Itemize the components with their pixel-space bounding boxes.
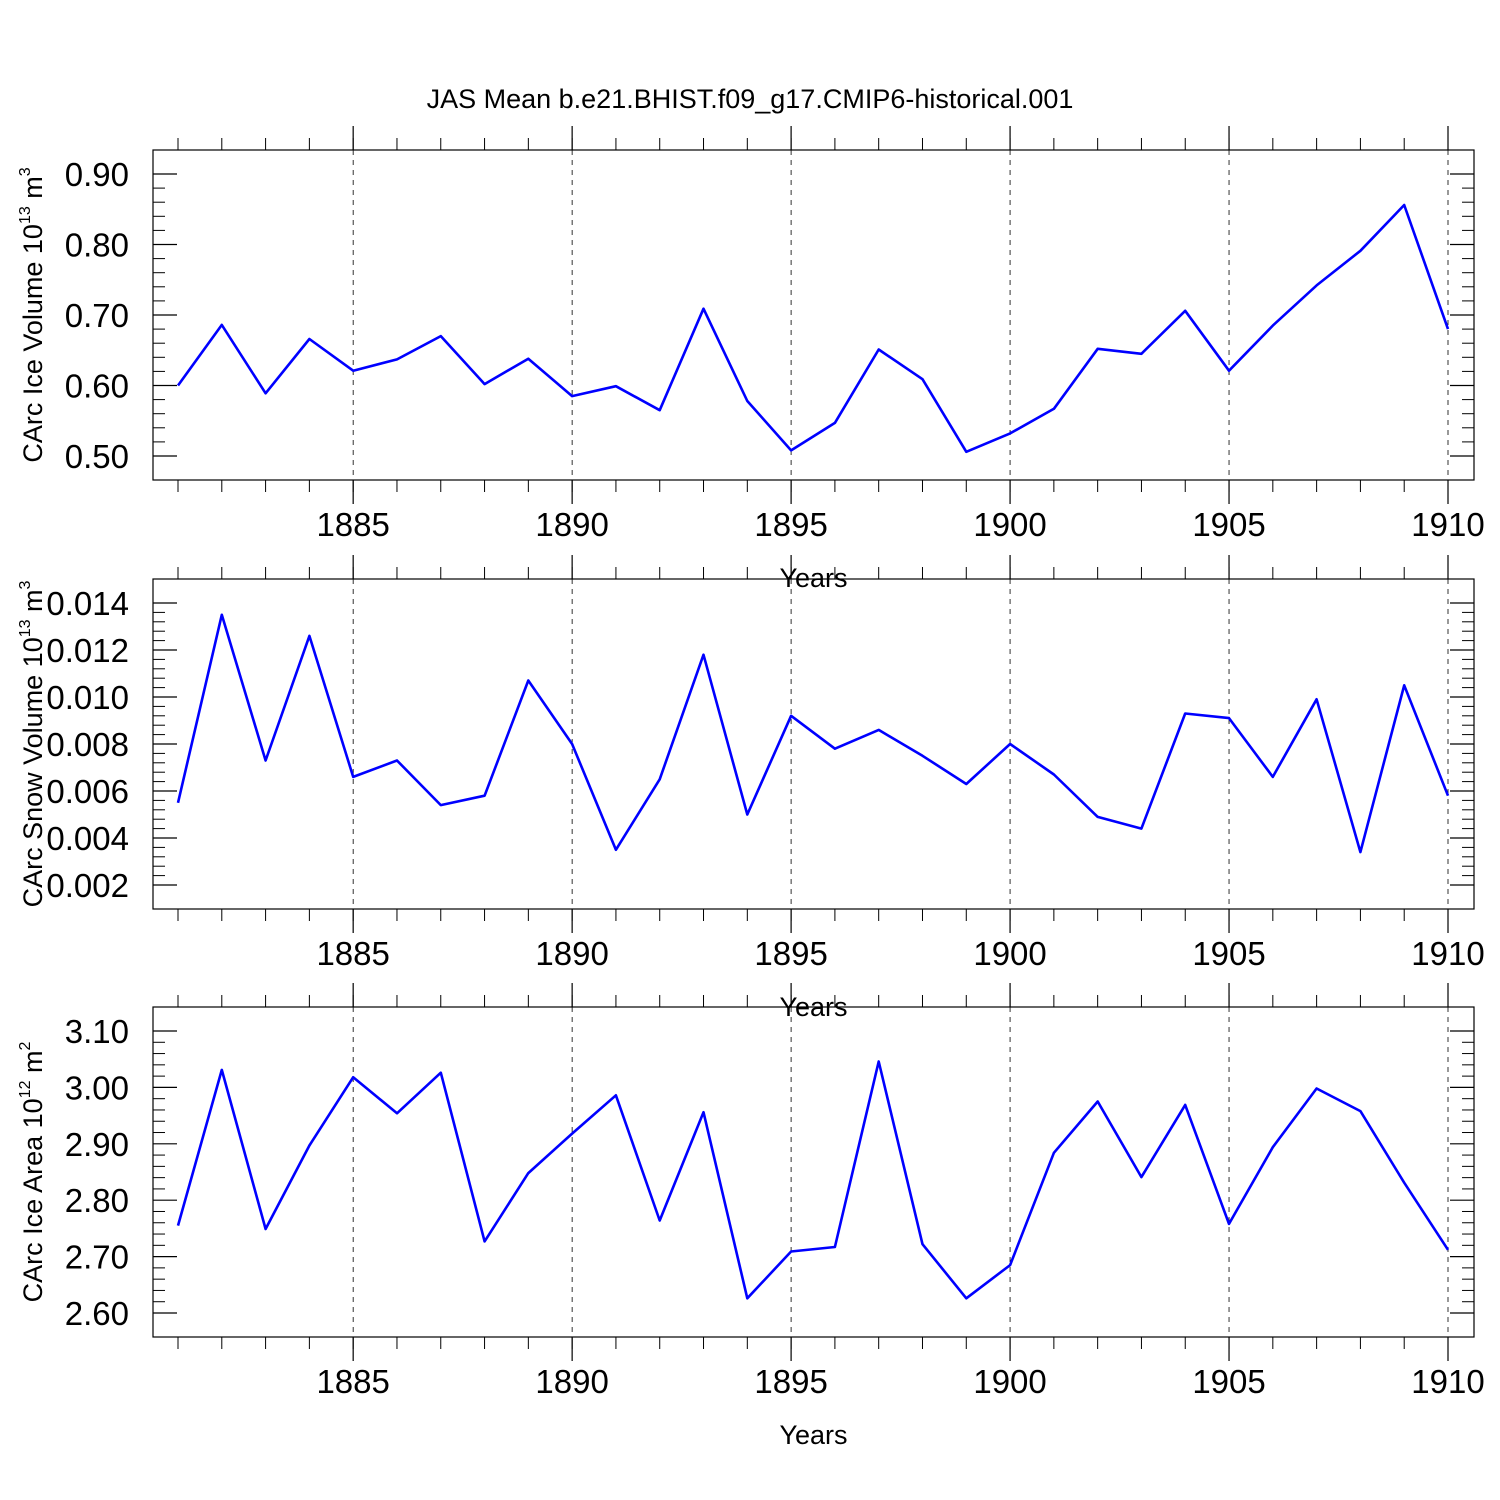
x-axis-label: Years <box>779 1420 847 1450</box>
x-tick-label: 1900 <box>973 935 1046 972</box>
y-tick-label: 0.006 <box>46 773 129 810</box>
x-tick-label: 1910 <box>1411 935 1484 972</box>
y-tick-label: 0.50 <box>65 438 129 475</box>
x-tick-label: 1905 <box>1192 935 1265 972</box>
x-tick-label: 1910 <box>1411 1363 1484 1400</box>
y-tick-label: 0.90 <box>65 156 129 193</box>
series-line-1 <box>176 203 1450 454</box>
y-tick-label: 0.012 <box>46 632 129 669</box>
y-tick-label: 0.80 <box>65 227 129 264</box>
x-tick-label: 1905 <box>1192 1363 1265 1400</box>
x-tick-label: 1885 <box>316 935 389 972</box>
y-axis-label: CArc Ice Area 1012 m2 <box>17 1042 48 1303</box>
y-axis-label: CArc Ice Volume 1013 m3 <box>17 167 48 462</box>
plot-frame-3 <box>152 1006 1475 1338</box>
x-tick-label: 1905 <box>1192 506 1265 543</box>
y-tick-label: 3.10 <box>65 1013 129 1050</box>
chart-title: JAS Mean b.e21.BHIST.f09_g17.CMIP6-histo… <box>426 84 1074 114</box>
x-tick-label: 1885 <box>316 1363 389 1400</box>
y-tick-label: 3.00 <box>65 1069 129 1106</box>
x-tick-label: 1895 <box>754 935 827 972</box>
series-line-3 <box>176 1060 1450 1300</box>
y-tick-label: 2.70 <box>65 1239 129 1276</box>
y-tick-label: 0.008 <box>46 726 129 763</box>
plot-frame-1 <box>152 149 1475 481</box>
x-tick-label: 1895 <box>754 506 827 543</box>
series-line-2 <box>176 613 1450 854</box>
x-tick-label: 1890 <box>535 935 608 972</box>
y-tick-label: 0.60 <box>65 368 129 405</box>
y-tick-label: 0.70 <box>65 297 129 334</box>
x-axis-label: Years <box>779 563 847 593</box>
x-tick-label: 1900 <box>973 506 1046 543</box>
y-tick-label: 0.002 <box>46 867 129 904</box>
x-tick-label: 1885 <box>316 506 389 543</box>
y-tick-label: 2.60 <box>65 1295 129 1332</box>
x-tick-label: 1910 <box>1411 506 1484 543</box>
y-axis-label: CArc Snow Volume 1013 m3 <box>17 580 48 907</box>
x-tick-label: 1900 <box>973 1363 1046 1400</box>
plot-frame-2 <box>152 578 1475 910</box>
x-tick-label: 1890 <box>535 506 608 543</box>
x-tick-label: 1895 <box>754 1363 827 1400</box>
y-tick-label: 0.004 <box>46 820 129 857</box>
y-tick-label: 2.80 <box>65 1182 129 1219</box>
y-tick-label: 2.90 <box>65 1126 129 1163</box>
x-tick-label: 1890 <box>535 1363 608 1400</box>
y-tick-label: 0.010 <box>46 679 129 716</box>
y-tick-label: 0.014 <box>46 585 129 622</box>
